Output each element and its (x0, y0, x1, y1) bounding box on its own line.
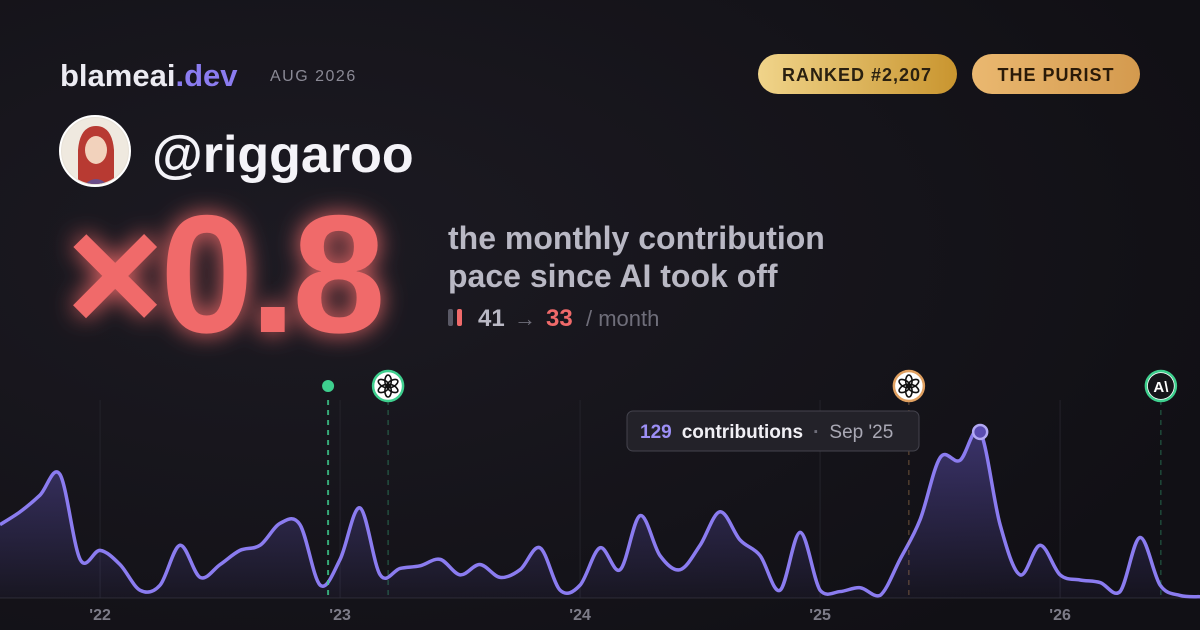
pace-icon (457, 309, 462, 326)
tooltip (626, 410, 920, 452)
pace-after: 33 (546, 305, 573, 332)
area (0, 429, 1200, 598)
badge (972, 54, 1140, 94)
badge-text: RANKED #2,207 (782, 65, 932, 85)
tooltip-date: Sep '25 (829, 422, 893, 443)
event-icon (892, 369, 926, 403)
handle: @riggaroo (152, 126, 414, 184)
brand-name-text: blameai (60, 58, 175, 93)
badge-text: THE PURIST (997, 65, 1114, 85)
description-line: the monthly contribution (448, 220, 825, 256)
x-tick-label: '23 (329, 607, 351, 624)
tooltip-text: 129 contributions · Sep '25 (640, 422, 893, 443)
tooltip-unit: contributions (682, 422, 803, 443)
pace-unit: / month (586, 306, 659, 331)
event-icon-glyph (898, 378, 911, 389)
pace-icon (448, 309, 453, 326)
tooltip-value: 129 (640, 422, 672, 443)
x-tick-label: '24 (569, 607, 591, 624)
avatar (59, 115, 131, 187)
pace-before: 41 (478, 305, 505, 332)
line (0, 428, 1200, 599)
pace-arrow: → (514, 306, 536, 331)
description-line: pace since AI took off (448, 258, 778, 294)
brand-name: blameai.dev (60, 58, 238, 93)
badge (758, 54, 957, 94)
brand-tld: .dev (175, 58, 238, 93)
x-tick-label: '25 (809, 607, 831, 624)
event-icon-bg (1147, 373, 1174, 399)
date: AUG 2026 (270, 68, 357, 85)
event-icon-text: A\ (1153, 379, 1169, 396)
chart: '22 '23 '24 '25 '26 A\ 129 contributions · Sep '2… (0, 369, 1200, 624)
event-icon-glyph (377, 378, 390, 389)
x-tick-label: '22 (89, 607, 111, 624)
event-dot (322, 380, 335, 392)
highlight-point (971, 423, 989, 441)
x-tick-label: '26 (1049, 607, 1071, 624)
multiplier: ×0.8 (66, 180, 382, 368)
event-icon (371, 369, 405, 403)
tooltip-separator: · (813, 422, 819, 443)
